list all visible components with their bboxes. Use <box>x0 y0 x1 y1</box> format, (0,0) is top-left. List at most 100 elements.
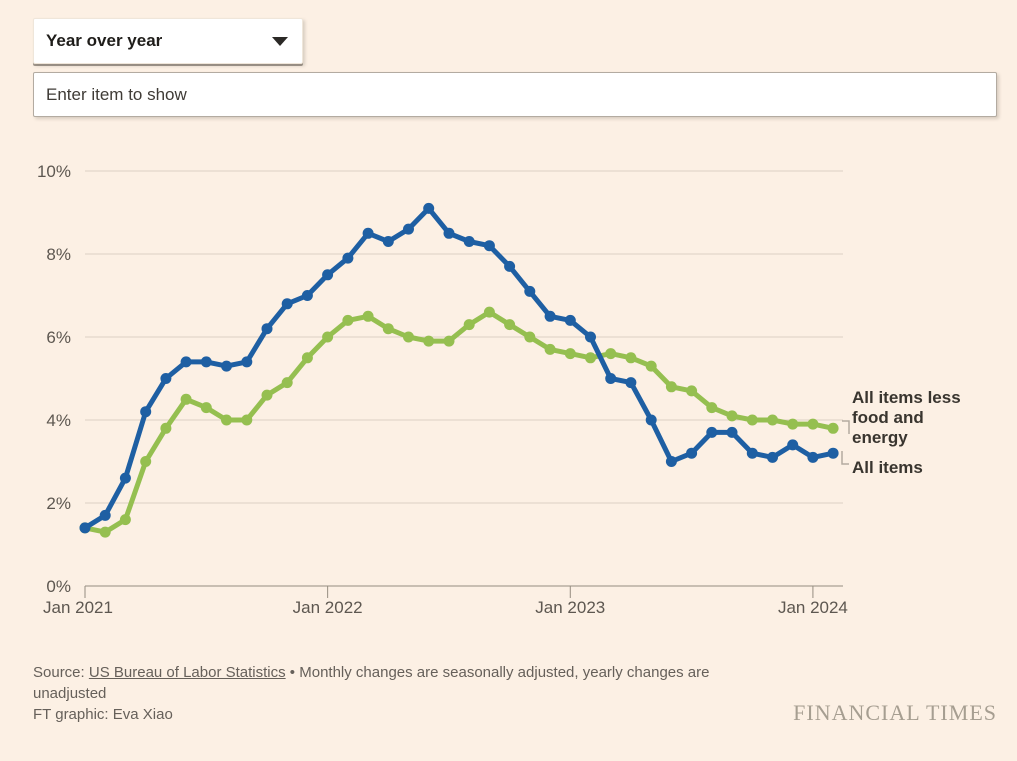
x-tick-label: Jan 2024 <box>778 598 848 617</box>
data-point <box>483 240 495 252</box>
data-point <box>362 310 374 322</box>
data-point <box>746 414 758 426</box>
data-point <box>221 360 232 372</box>
data-point <box>423 202 435 214</box>
data-point <box>241 414 253 426</box>
data-point <box>403 223 414 235</box>
series-line <box>82 205 836 531</box>
data-point <box>140 456 152 467</box>
data-point <box>605 373 617 384</box>
data-point <box>423 335 435 347</box>
inflation-line-chart: 0% 2% 4% 6% 8% 10% Jan 2021 Jan 2022 Jan 2023 Jan… <box>37 162 850 617</box>
data-point <box>665 381 677 393</box>
data-point <box>200 402 212 414</box>
metric-dropdown-value: Year over year <box>46 31 163 50</box>
data-point <box>342 314 354 326</box>
data-point <box>767 451 778 463</box>
data-point <box>200 356 212 368</box>
data-point <box>180 393 192 405</box>
data-point <box>99 509 111 521</box>
data-point <box>787 439 799 451</box>
data-point <box>281 377 293 389</box>
y-tick-label: 4% <box>46 411 71 430</box>
data-point <box>140 406 152 418</box>
data-point <box>241 356 253 368</box>
x-tick-label: Jan 2023 <box>535 598 605 617</box>
data-point <box>160 422 172 434</box>
data-point <box>483 306 495 318</box>
data-point <box>342 252 354 264</box>
data-point <box>746 447 758 459</box>
data-point <box>585 352 596 364</box>
leader-bracket-core <box>842 420 850 434</box>
data-point <box>605 348 617 360</box>
y-tick-label: 2% <box>46 494 71 513</box>
gridlines <box>84 170 843 598</box>
data-point <box>504 260 516 272</box>
data-point <box>787 418 799 430</box>
series-line <box>82 309 836 535</box>
data-point <box>767 414 778 426</box>
y-tick-label: 6% <box>46 328 71 347</box>
data-point <box>443 335 455 347</box>
axis-labels: 0% 2% 4% 6% 8% 10% Jan 2021 Jan 2022 Jan 2023 Jan… <box>37 162 848 617</box>
data-point <box>706 402 718 414</box>
data-point <box>180 356 192 368</box>
data-point <box>544 343 556 355</box>
data-point <box>463 319 475 331</box>
data-point <box>625 352 637 364</box>
data-point <box>625 377 637 389</box>
data-point <box>686 385 698 397</box>
data-point <box>524 285 536 297</box>
data-point <box>645 414 657 426</box>
graphic-credit: FT graphic: Eva Xiao <box>33 706 173 723</box>
x-tick-label: Jan 2022 <box>293 598 363 617</box>
data-point <box>79 522 91 534</box>
data-point <box>160 373 172 384</box>
data-point <box>221 414 232 426</box>
y-tick-label: 0% <box>46 577 71 596</box>
series-label-all-items: All items <box>852 458 923 477</box>
data-point <box>564 348 576 360</box>
source-note-text: • Monthly changes are seasonally adjuste… <box>33 664 710 702</box>
data-point <box>322 269 334 281</box>
data-point <box>119 472 131 484</box>
data-point <box>665 456 677 467</box>
data-point <box>322 331 334 343</box>
ft-wordmark: FINANCIAL TIMES <box>793 700 997 725</box>
source-note: Source: US Bureau of Labor Statistics • … <box>33 662 781 725</box>
data-point <box>807 451 819 463</box>
data-point <box>403 331 414 343</box>
data-point <box>382 236 394 247</box>
data-point <box>362 227 374 239</box>
data-point <box>827 447 839 459</box>
data-point <box>463 236 475 247</box>
x-tick-label: Jan 2021 <box>43 598 113 617</box>
leader-bracket-all-items <box>841 451 849 465</box>
data-point <box>645 360 657 372</box>
source-link[interactable]: US Bureau of Labor Statistics <box>88 664 286 681</box>
data-point <box>686 447 698 459</box>
data-point <box>706 426 718 438</box>
data-point <box>726 410 738 422</box>
data-point <box>119 514 131 526</box>
data-point <box>827 422 839 434</box>
metric-dropdown[interactable]: Year over year <box>33 18 303 64</box>
data-point <box>504 319 516 331</box>
chevron-down-icon <box>272 36 288 46</box>
data-point <box>382 323 394 335</box>
data-point <box>301 352 313 364</box>
data-point <box>544 310 556 322</box>
source-prefix: Source: <box>33 664 89 681</box>
y-tick-label: 8% <box>46 245 71 264</box>
data-point <box>261 323 273 335</box>
data-point <box>301 290 313 301</box>
series-lines <box>79 202 839 538</box>
item-search-input[interactable] <box>33 72 997 117</box>
data-point <box>99 526 111 538</box>
data-point <box>443 227 455 239</box>
data-point <box>261 389 273 401</box>
data-point <box>807 418 819 430</box>
y-tick-label: 10% <box>37 162 71 181</box>
series-label-core: All items less food and energy <box>852 388 961 447</box>
